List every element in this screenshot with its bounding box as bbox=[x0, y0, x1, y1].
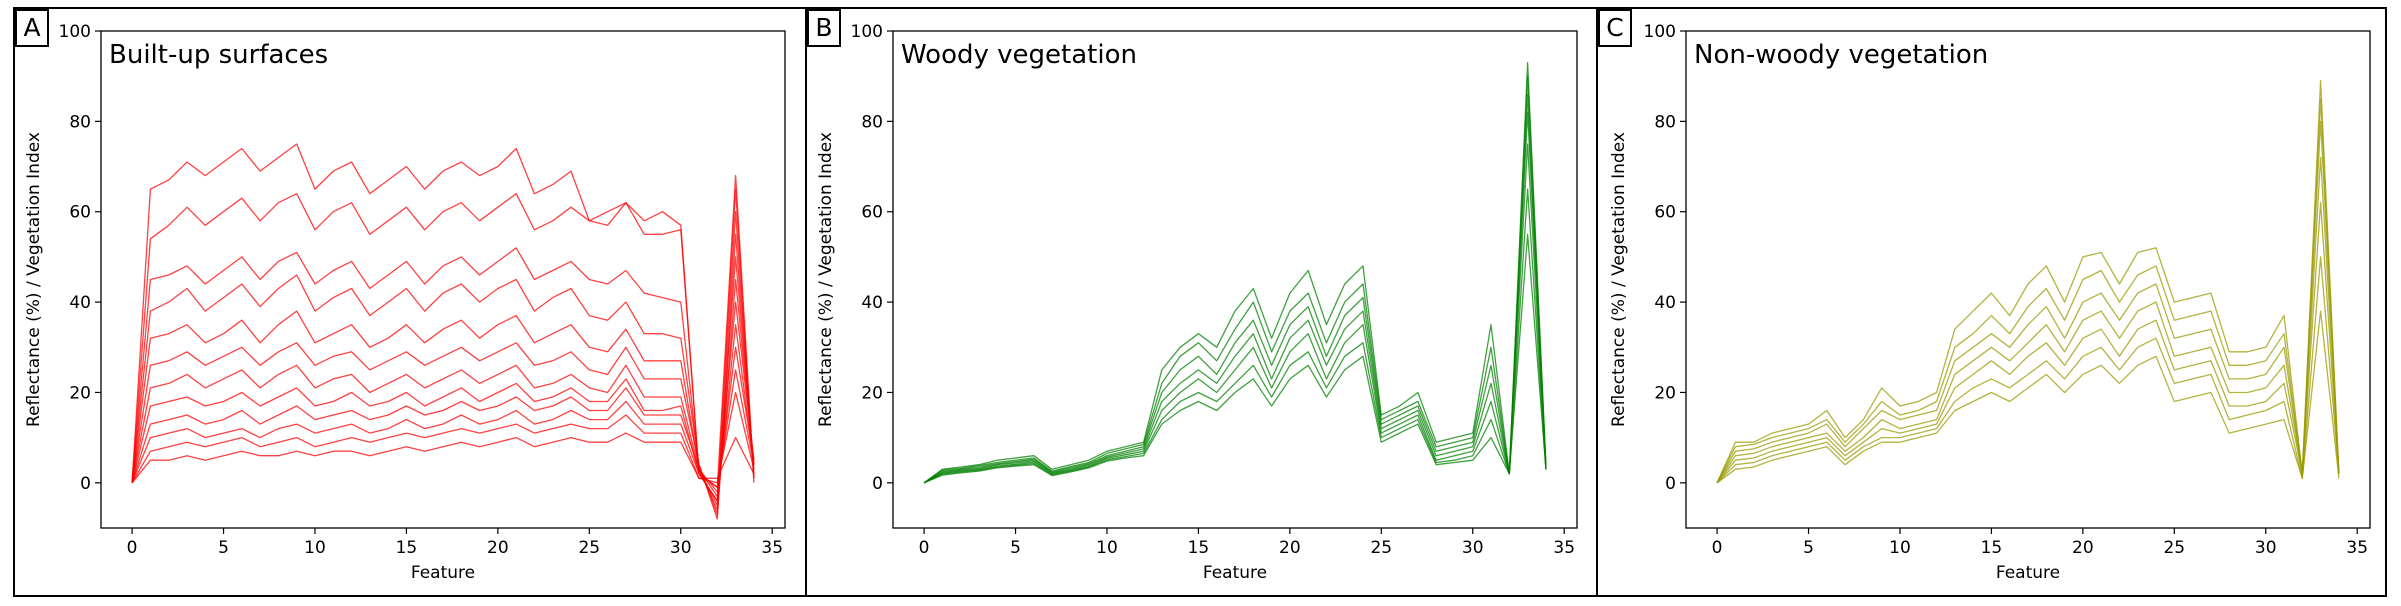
panel-b-x-tick-label-25: 25 bbox=[1370, 538, 1392, 558]
panel-a-series-line-5 bbox=[131, 278, 755, 516]
panel-a-series-group bbox=[131, 143, 755, 520]
panel-c-x-tick-label-30: 30 bbox=[2255, 538, 2277, 558]
figure-frame bbox=[13, 7, 2387, 597]
panel-c-x-tick-label-25: 25 bbox=[2163, 538, 2185, 558]
panel-c-x-tick-label-20: 20 bbox=[2072, 538, 2094, 558]
panel-c-y-tick-label-40: 40 bbox=[1654, 293, 1676, 313]
panel-c-series-line-1 bbox=[1716, 98, 2340, 484]
panel-c-y-tick-label-20: 20 bbox=[1654, 383, 1676, 403]
panel-a-x-axis-label: Feature bbox=[411, 563, 475, 583]
panel-a-series-line-3 bbox=[131, 233, 755, 520]
panel-a-y-tick-label-60: 60 bbox=[69, 203, 91, 223]
panel-b-series-line-4 bbox=[923, 143, 1547, 484]
panel-b-x-tick-label-10: 10 bbox=[1096, 538, 1118, 558]
panel-c-y-tick-label-0: 0 bbox=[1665, 474, 1676, 494]
panel-a-x-tick-label-20: 20 bbox=[487, 538, 509, 558]
panel-a-series-line-1 bbox=[131, 188, 755, 502]
panel-c-chart: 0 5 10 15 20 25 30 35 0 20 40 60 80 100 Feature Reflect… bbox=[1609, 22, 2371, 583]
panel-c-y-tick-label-100: 100 bbox=[1644, 22, 1676, 42]
panel-c-series-line-4 bbox=[1716, 202, 2340, 484]
panel-a-series-line-4 bbox=[131, 256, 755, 507]
panel-divider-ab bbox=[805, 7, 807, 597]
panel-b-x-axis-label: Feature bbox=[1203, 563, 1267, 583]
panel-c-series-group bbox=[1716, 80, 2340, 484]
panel-b-x-tick-label-15: 15 bbox=[1188, 538, 1210, 558]
panel-b-x-tick-label-20: 20 bbox=[1279, 538, 1301, 558]
panel-b-series-line-0 bbox=[923, 61, 1547, 484]
panel-b-y-axis-label: Reflectance (%) / Vegetation Index bbox=[816, 132, 836, 427]
panel-b-series-line-3 bbox=[923, 111, 1547, 484]
panel-c-x-tick-label-35: 35 bbox=[2346, 538, 2368, 558]
panel-a-series-line-6 bbox=[131, 301, 755, 498]
panel-b-x-tick-label-5: 5 bbox=[1010, 538, 1021, 558]
panel-divider-bc bbox=[1596, 7, 1598, 597]
panel-a-series-line-2 bbox=[131, 211, 755, 511]
panel-a-series-line-9 bbox=[131, 369, 755, 488]
panel-c-y-axis-label: Reflectance (%) / Vegetation Index bbox=[1609, 132, 1629, 427]
panel-c-series-line-2 bbox=[1716, 120, 2340, 484]
panel-b-axes-frame bbox=[892, 30, 1578, 529]
panel-b-series-line-6 bbox=[923, 233, 1547, 484]
panel-c-series-line-0 bbox=[1716, 80, 2340, 484]
panel-c-title: Non-woody vegetation bbox=[1694, 40, 1988, 70]
panel-c-series-line-3 bbox=[1716, 156, 2340, 484]
panel-b-y-tick-label-0: 0 bbox=[872, 474, 883, 494]
panel-b-y-tick-label-60: 60 bbox=[861, 203, 883, 223]
panel-c-x-tick-label-10: 10 bbox=[1889, 538, 1911, 558]
panel-a-series-line-7 bbox=[131, 324, 755, 502]
panel-a-x-tick-label-5: 5 bbox=[218, 538, 229, 558]
panel-a-series-line-8 bbox=[131, 346, 755, 493]
panel-c-y-tick-label-60: 60 bbox=[1654, 203, 1676, 223]
panel-b-y-tick-label-100: 100 bbox=[851, 22, 883, 42]
panel-a-x-tick-label-15: 15 bbox=[396, 538, 418, 558]
panel-c-x-tick-label-0: 0 bbox=[1712, 538, 1723, 558]
panel-b-title: Woody vegetation bbox=[901, 40, 1137, 70]
panel-b-x-tick-label-0: 0 bbox=[919, 538, 930, 558]
panel-b-y-tick-label-40: 40 bbox=[861, 293, 883, 313]
panel-a-x-tick-label-30: 30 bbox=[670, 538, 692, 558]
panel-a-y-tick-label-40: 40 bbox=[69, 293, 91, 313]
panel-b-y-tick-label-80: 80 bbox=[861, 112, 883, 132]
panel-c-axes-frame bbox=[1685, 30, 2371, 529]
panel-b-x-tick-label-35: 35 bbox=[1553, 538, 1575, 558]
panel-b-chart: 0 5 10 15 20 25 30 35 0 20 40 60 80 100 Feature Reflect… bbox=[816, 22, 1578, 583]
panel-letter-c: C bbox=[1598, 9, 1632, 47]
panel-a-y-tick-label-0: 0 bbox=[80, 474, 91, 494]
panel-c-series-line-5 bbox=[1716, 256, 2340, 484]
panel-c-y-tick-label-80: 80 bbox=[1654, 112, 1676, 132]
panel-a-title: Built-up surfaces bbox=[109, 40, 328, 70]
panel-a-series-line-10 bbox=[131, 391, 755, 484]
panel-a-series-line-0 bbox=[131, 143, 755, 488]
panel-c-series-line-6 bbox=[1716, 310, 2340, 484]
panel-b-x-tick-label-30: 30 bbox=[1462, 538, 1484, 558]
panel-c-x-axis-label: Feature bbox=[1996, 563, 2060, 583]
panel-letter-a: A bbox=[15, 9, 49, 47]
panel-b-series-line-5 bbox=[923, 188, 1547, 484]
panel-a-axes-frame bbox=[100, 30, 786, 529]
panel-a-x-tick-label-10: 10 bbox=[304, 538, 326, 558]
panel-a-y-tick-label-20: 20 bbox=[69, 383, 91, 403]
panel-a-y-tick-label-100: 100 bbox=[59, 22, 91, 42]
panel-b-series-line-1 bbox=[923, 75, 1547, 484]
panel-a-chart: 0 5 10 15 20 25 30 35 0 20 40 60 80 100 Feature Reflect… bbox=[24, 22, 786, 583]
panel-letter-b: B bbox=[807, 9, 841, 47]
panel-b-series-group bbox=[923, 61, 1547, 484]
panel-c-x-tick-label-15: 15 bbox=[1981, 538, 2003, 558]
panel-a-x-tick-label-0: 0 bbox=[127, 538, 138, 558]
panel-c-x-tick-label-5: 5 bbox=[1803, 538, 1814, 558]
panel-a-x-tick-label-35: 35 bbox=[761, 538, 783, 558]
panel-a-y-tick-label-80: 80 bbox=[69, 112, 91, 132]
panel-a-x-tick-label-25: 25 bbox=[578, 538, 600, 558]
panel-a-series-line-11 bbox=[131, 432, 755, 484]
panel-a-y-axis-label: Reflectance (%) / Vegetation Index bbox=[24, 132, 44, 427]
panel-b-y-tick-label-20: 20 bbox=[861, 383, 883, 403]
panel-b-series-line-2 bbox=[923, 93, 1547, 484]
